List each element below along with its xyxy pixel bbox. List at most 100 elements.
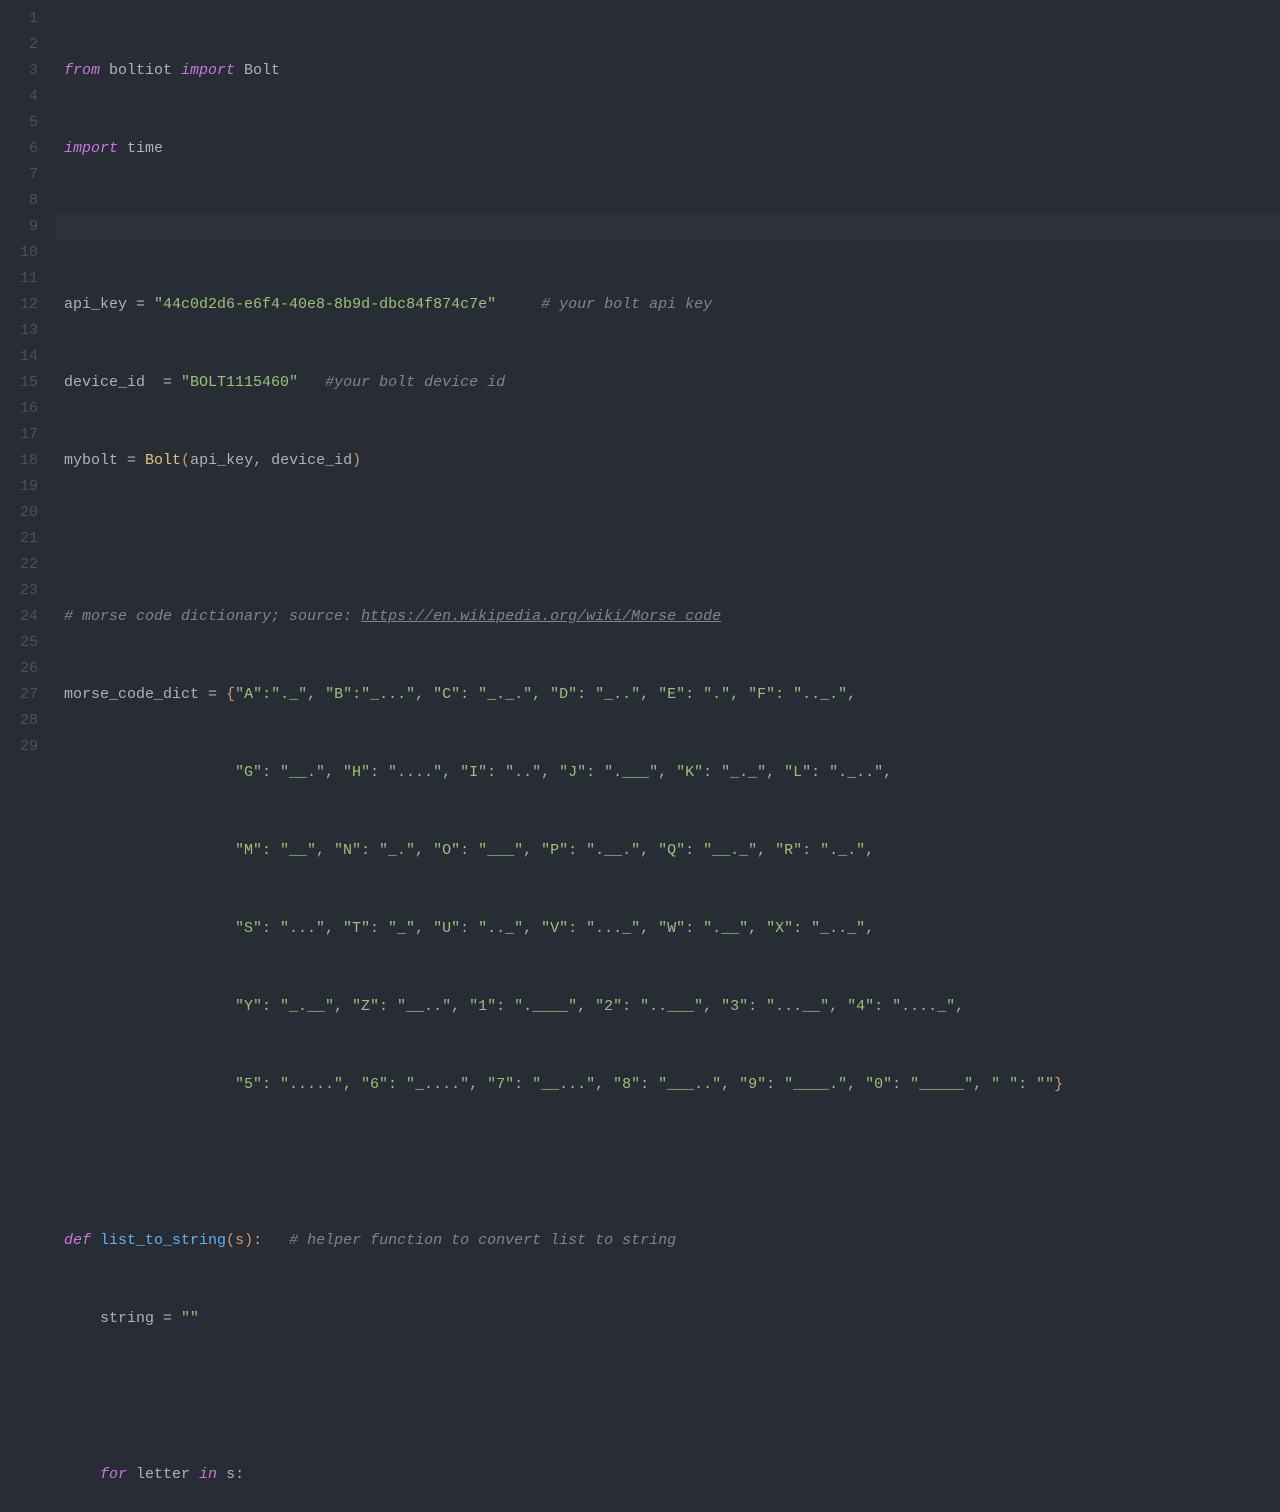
code-line[interactable]: api_key = "44c0d2d6-e6f4-40e8-8b9d-dbc84… <box>56 292 1280 318</box>
class-name: Bolt <box>145 452 181 469</box>
comment: # your bolt api key <box>496 296 712 313</box>
dict-body: "A":"._", "B":"_...", "C": "_._.", "D": … <box>235 686 856 703</box>
line-number: 14 <box>0 344 38 370</box>
line-number: 23 <box>0 578 38 604</box>
line-number: 3 <box>0 58 38 84</box>
keyword-import: import <box>181 62 235 79</box>
variable: string <box>100 1310 154 1327</box>
keyword-def: def <box>64 1232 91 1249</box>
line-number: 22 <box>0 552 38 578</box>
line-number: 8 <box>0 188 38 214</box>
line-number: 9 <box>0 214 38 240</box>
code-line[interactable]: "G": "__.", "H": "....", "I": "..", "J":… <box>56 760 1280 786</box>
code-line[interactable]: "5": ".....", "6": "_....", "7": "__..."… <box>56 1072 1280 1098</box>
line-number: 19 <box>0 474 38 500</box>
indent <box>64 920 235 937</box>
operator: = <box>118 452 145 469</box>
code-line[interactable]: import time <box>56 136 1280 162</box>
line-number: 18 <box>0 448 38 474</box>
parameter: s <box>235 1232 244 1249</box>
operator: = <box>145 374 181 391</box>
argument: api_key <box>190 452 253 469</box>
operator: = <box>154 1310 181 1327</box>
code-area[interactable]: from boltiot import Bolt import time api… <box>56 0 1280 756</box>
operator: = <box>199 686 226 703</box>
indent <box>64 1076 235 1093</box>
keyword-in: in <box>199 1466 217 1483</box>
class-name: Bolt <box>235 62 280 79</box>
variable: letter <box>127 1466 199 1483</box>
code-line[interactable]: string = "" <box>56 1306 1280 1332</box>
argument: device_id <box>271 452 352 469</box>
comment: #your bolt device id <box>298 374 505 391</box>
code-line[interactable]: "S": "...", "T": "_", "U": ".._", "V": "… <box>56 916 1280 942</box>
line-number: 7 <box>0 162 38 188</box>
line-number: 6 <box>0 136 38 162</box>
keyword-from: from <box>64 62 100 79</box>
code-line[interactable]: mybolt = Bolt(api_key, device_id) <box>56 448 1280 474</box>
line-number: 11 <box>0 266 38 292</box>
code-line[interactable]: from boltiot import Bolt <box>56 58 1280 84</box>
code-line[interactable] <box>56 1384 1280 1410</box>
line-number: 24 <box>0 604 38 630</box>
line-number: 1 <box>0 6 38 32</box>
string-literal: "" <box>181 1310 199 1327</box>
paren-close: ) <box>352 452 361 469</box>
line-number: 15 <box>0 370 38 396</box>
variable: morse_code_dict <box>64 686 199 703</box>
string-literal: "44c0d2d6-e6f4-40e8-8b9d-dbc84f874c7e" <box>154 296 496 313</box>
code-line[interactable]: # morse code dictionary; source: https:/… <box>56 604 1280 630</box>
paren-close: ) <box>244 1232 253 1249</box>
variable: mybolt <box>64 452 118 469</box>
line-number: 25 <box>0 630 38 656</box>
code-line-highlighted[interactable] <box>56 214 1280 240</box>
comment-link: https://en.wikipedia.org/wiki/Morse_code <box>361 608 721 625</box>
line-number: 27 <box>0 682 38 708</box>
variable: api_key <box>64 296 127 313</box>
line-number: 29 <box>0 734 38 760</box>
indent <box>64 1466 100 1483</box>
code-line[interactable]: "Y": "_.__", "Z": "__..", "1": ".____", … <box>56 994 1280 1020</box>
paren-open: ( <box>226 1232 235 1249</box>
comment: # morse code dictionary; source: <box>64 608 361 625</box>
brace-open: { <box>226 686 235 703</box>
line-number: 2 <box>0 32 38 58</box>
dict-body: "G": "__.", "H": "....", "I": "..", "J":… <box>235 764 892 781</box>
line-number: 17 <box>0 422 38 448</box>
dict-body: "Y": "_.__", "Z": "__..", "1": ".____", … <box>235 998 964 1015</box>
colon: : <box>253 1232 262 1249</box>
brace-close: } <box>1054 1076 1063 1093</box>
string-literal: "BOLT1115460" <box>181 374 298 391</box>
code-line[interactable]: def list_to_string(s): # helper function… <box>56 1228 1280 1254</box>
module-name: boltiot <box>100 62 181 79</box>
line-number: 26 <box>0 656 38 682</box>
function-name: list_to_string <box>91 1232 226 1249</box>
indent <box>64 764 235 781</box>
keyword-import: import <box>64 140 118 157</box>
keyword-for: for <box>100 1466 127 1483</box>
variable: s: <box>217 1466 244 1483</box>
code-line[interactable] <box>56 526 1280 552</box>
line-number: 21 <box>0 526 38 552</box>
line-number-gutter: 1 2 3 4 5 6 7 8 9 10 11 12 13 14 15 16 1… <box>0 0 56 756</box>
code-line[interactable] <box>56 1150 1280 1176</box>
indent <box>64 842 235 859</box>
dict-body: "M": "__", "N": "_.", "O": "___", "P": "… <box>235 842 874 859</box>
line-number: 12 <box>0 292 38 318</box>
paren-open: ( <box>181 452 190 469</box>
operator: = <box>127 296 154 313</box>
line-number: 13 <box>0 318 38 344</box>
code-line[interactable]: device_id = "BOLT1115460" #your bolt dev… <box>56 370 1280 396</box>
code-line[interactable]: "M": "__", "N": "_.", "O": "___", "P": "… <box>56 838 1280 864</box>
indent <box>64 1310 100 1327</box>
comment: # helper function to convert list to str… <box>262 1232 676 1249</box>
line-number: 20 <box>0 500 38 526</box>
code-line[interactable]: for letter in s: <box>56 1462 1280 1488</box>
module-name: time <box>118 140 163 157</box>
dict-body: "5": ".....", "6": "_....", "7": "__..."… <box>235 1076 1054 1093</box>
line-number: 28 <box>0 708 38 734</box>
line-number: 16 <box>0 396 38 422</box>
code-editor[interactable]: 1 2 3 4 5 6 7 8 9 10 11 12 13 14 15 16 1… <box>0 0 1280 756</box>
line-number: 10 <box>0 240 38 266</box>
code-line[interactable]: morse_code_dict = {"A":"._", "B":"_...",… <box>56 682 1280 708</box>
